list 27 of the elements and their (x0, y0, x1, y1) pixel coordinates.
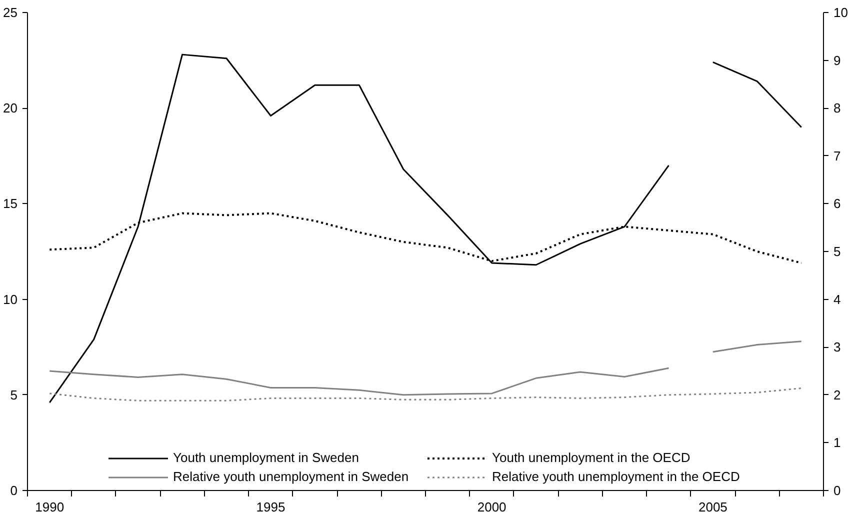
line-series (48, 367, 670, 396)
y2-tick-label: 5 (834, 244, 841, 259)
y2-tick-label: 4 (834, 292, 841, 307)
y2-tick-label: 10 (834, 5, 848, 20)
y-tick-label: 0 (10, 483, 18, 498)
y2-tick-label: 8 (834, 100, 841, 116)
legend-label: Relative youth unemployment in Sweden (173, 469, 410, 484)
y-tick-label: 20 (3, 100, 18, 116)
x-tick-label: 1990 (35, 500, 64, 514)
y2-tick-label: 3 (834, 340, 841, 355)
y-tick-label: 15 (3, 196, 18, 212)
y-tick-label: 10 (3, 292, 18, 307)
y2-tick-label: 1 (834, 435, 841, 450)
y2-tick-label: 7 (834, 148, 841, 164)
x-tick-label: 2000 (477, 500, 506, 514)
x-tick-label: 1995 (256, 500, 286, 514)
y2-tick-label: 0 (834, 483, 841, 498)
legend-label: Youth unemployment in the OECD (492, 450, 692, 465)
y2-tick-label: 2 (834, 387, 841, 402)
y-tick-label: 5 (10, 387, 18, 402)
y2-tick-label: 9 (834, 52, 841, 68)
legend-label: Youth unemployment in Sweden (173, 450, 360, 465)
legend-label: Relative youth unemployment in the OECD (492, 469, 741, 484)
line-series (48, 387, 802, 402)
y-tick-label: 25 (3, 5, 18, 20)
x-tick-label: 2005 (698, 500, 728, 514)
y2-tick-label: 6 (834, 196, 841, 212)
